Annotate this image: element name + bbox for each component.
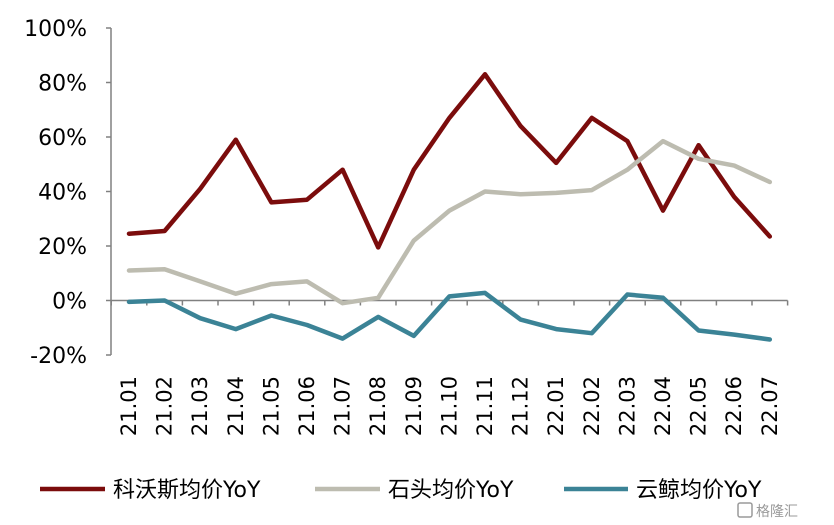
y-tick-labels: -20% 0% 20% 40% 60% 80% 100% xyxy=(24,17,87,369)
y-tick-label: 20% xyxy=(38,235,87,260)
watermark: 格隆汇 xyxy=(737,502,798,520)
x-tick-label: 21.04 xyxy=(224,376,248,436)
x-tick-label: 22.04 xyxy=(651,376,675,436)
x-tick-label: 22.06 xyxy=(722,376,746,436)
x-tick-label: 21.02 xyxy=(153,376,177,436)
x-tick-label: 21.03 xyxy=(188,376,212,436)
axes xyxy=(106,27,789,356)
y-tick-label: 80% xyxy=(38,72,87,97)
x-tick-label: 21.12 xyxy=(509,376,533,436)
x-tick-label: 21.01 xyxy=(117,376,141,436)
watermark-logo-icon xyxy=(737,502,753,518)
y-tick-label: 60% xyxy=(38,126,87,151)
x-tick-label: 21.08 xyxy=(366,376,390,436)
y-tick-label: 100% xyxy=(24,17,87,42)
x-tick-labels: 21.01 21.02 21.03 21.04 21.05 21.06 21.07 21.08… xyxy=(117,376,782,436)
y-tick-label: -20% xyxy=(30,344,87,369)
x-tick-label: 22.02 xyxy=(580,376,604,436)
x-tick-label: 22.07 xyxy=(758,376,782,436)
legend-label-2: 石头均价YoY xyxy=(388,478,514,503)
y-tick-label: 40% xyxy=(38,181,87,206)
x-tick-label: 22.01 xyxy=(544,376,568,436)
x-tick-label: 21.09 xyxy=(402,376,426,436)
x-tick-label: 21.05 xyxy=(259,376,283,436)
legend-label-3: 云鲸均价YoY xyxy=(636,478,762,503)
x-tick-label: 21.10 xyxy=(437,376,461,436)
series-line-1 xyxy=(126,72,773,250)
x-tick-label: 21.06 xyxy=(295,376,319,436)
series-line-2 xyxy=(126,138,773,306)
y-tick-label: 0% xyxy=(52,290,87,315)
x-tick-label: 22.05 xyxy=(687,376,711,436)
x-tick-label: 21.11 xyxy=(473,376,497,436)
series-lines xyxy=(126,72,773,342)
x-tick-label: 22.03 xyxy=(615,376,639,436)
legend-label-1: 科沃斯均价YoY xyxy=(113,478,261,503)
watermark-text: 格隆汇 xyxy=(756,504,798,520)
legend: 科沃斯均价YoY 石头均价YoY 云鲸均价YoY xyxy=(40,478,762,503)
series-line-3 xyxy=(126,290,773,342)
x-tick-label: 21.07 xyxy=(331,376,355,436)
